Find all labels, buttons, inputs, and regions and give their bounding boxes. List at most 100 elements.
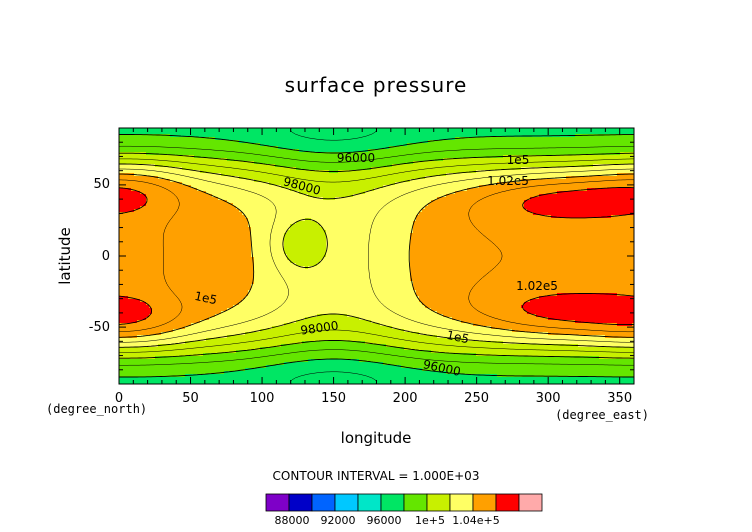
field-cell <box>368 179 372 183</box>
field-cell <box>533 188 537 192</box>
field-cell <box>341 128 345 132</box>
field-cell <box>278 134 282 138</box>
field-cell <box>560 206 564 210</box>
field-cell <box>278 206 282 210</box>
field-cell <box>212 209 216 213</box>
field-cell <box>623 173 627 177</box>
field-cell <box>575 176 579 180</box>
field-cell <box>374 161 378 165</box>
field-cell <box>461 146 465 150</box>
field-cell <box>275 140 279 144</box>
field-cell <box>404 146 408 150</box>
field-cell <box>305 188 309 192</box>
field-cell <box>497 146 501 150</box>
field-cell <box>602 176 606 180</box>
field-cell <box>560 155 564 159</box>
field-cell <box>626 194 630 198</box>
field-cell <box>581 194 585 198</box>
field-cell <box>119 215 123 219</box>
field-cell <box>413 155 417 159</box>
field-cell <box>350 212 354 216</box>
field-cell <box>158 167 162 171</box>
field-cell <box>554 185 558 189</box>
field-cell <box>479 140 483 144</box>
field-cell <box>188 164 192 168</box>
field-cell <box>587 140 591 144</box>
field-cell <box>170 197 174 201</box>
field-cell <box>299 146 303 150</box>
field-cell <box>374 200 378 204</box>
field-cell <box>605 149 609 153</box>
field-cell <box>407 149 411 153</box>
field-cell <box>392 170 396 174</box>
field-cell <box>452 143 456 147</box>
field-cell <box>170 164 174 168</box>
field-cell <box>515 170 519 174</box>
field-cell <box>284 200 288 204</box>
field-cell <box>293 203 297 207</box>
field-cell <box>374 197 378 201</box>
field-cell <box>386 167 390 171</box>
field-cell <box>551 161 555 165</box>
field-cell <box>299 161 303 165</box>
field-cell <box>401 173 405 177</box>
field-cell <box>401 185 405 189</box>
field-cell <box>194 200 198 204</box>
field-cell <box>299 128 303 132</box>
field-cell <box>308 140 312 144</box>
field-cell <box>122 203 126 207</box>
field-cell <box>281 191 285 195</box>
field-cell <box>389 197 393 201</box>
field-cell <box>512 200 516 204</box>
field-cell <box>578 170 582 174</box>
field-cell <box>221 191 225 195</box>
field-cell <box>179 188 183 192</box>
field-cell <box>605 137 609 141</box>
field-cell <box>254 170 258 174</box>
field-cell <box>194 158 198 162</box>
field-cell <box>347 131 351 135</box>
field-cell <box>311 161 315 165</box>
field-cell <box>407 146 411 150</box>
field-cell <box>431 170 435 174</box>
field-cell <box>398 206 402 210</box>
field-cell <box>233 146 237 150</box>
field-cell <box>440 134 444 138</box>
field-cell <box>524 146 528 150</box>
field-cell <box>497 164 501 168</box>
field-cell <box>548 200 552 204</box>
field-cell <box>578 200 582 204</box>
field-cell <box>380 179 384 183</box>
field-cell <box>176 212 180 216</box>
field-cell <box>500 212 504 216</box>
field-cell <box>398 197 402 201</box>
field-cell <box>239 170 243 174</box>
field-cell <box>392 128 396 132</box>
field-cell <box>440 176 444 180</box>
field-cell <box>512 209 516 213</box>
field-cell <box>272 206 276 210</box>
field-cell <box>455 197 459 201</box>
field-cell <box>203 143 207 147</box>
field-cell <box>599 143 603 147</box>
field-cell <box>215 131 219 135</box>
field-cell <box>266 194 270 198</box>
field-cell <box>272 170 276 174</box>
field-cell <box>608 137 612 141</box>
field-cell <box>263 212 267 216</box>
field-cell <box>557 212 561 216</box>
field-cell <box>425 137 429 141</box>
field-cell <box>446 209 450 213</box>
field-cell <box>503 179 507 183</box>
field-cell <box>356 149 360 153</box>
field-cell <box>275 131 279 135</box>
field-cell <box>539 149 543 153</box>
field-cell <box>353 149 357 153</box>
field-cell <box>281 161 285 165</box>
field-cell <box>185 149 189 153</box>
field-cell <box>590 185 594 189</box>
field-cell <box>344 200 348 204</box>
field-cell <box>341 176 345 180</box>
field-cell <box>464 164 468 168</box>
field-cell <box>554 173 558 177</box>
